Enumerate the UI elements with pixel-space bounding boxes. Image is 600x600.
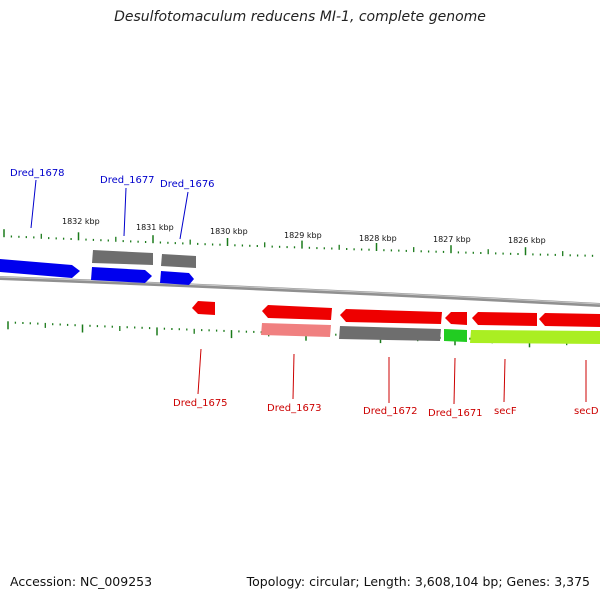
- secf-secd-homolog: [470, 330, 600, 344]
- genome-backbone: [0, 276, 600, 307]
- label-dred-1671: Dred_1671: [428, 408, 483, 419]
- gene-dred-1677[interactable]: [91, 267, 152, 283]
- gene-dred-1673[interactable]: [262, 305, 332, 320]
- gene-dred-1673-homolog: [261, 323, 331, 337]
- label-secd: secD: [574, 406, 599, 417]
- scale-labels: 1832 kbp 1831 kbp 1830 kbp 1829 kbp 1828…: [62, 217, 546, 245]
- upper-tick-row: [3, 229, 594, 257]
- label-dred-1677: Dred_1677: [100, 175, 155, 186]
- gene-secd[interactable]: [539, 313, 600, 327]
- scale-label-1830: 1830 kbp: [210, 227, 248, 236]
- gene-dred-1677-homolog: [92, 250, 153, 265]
- scale-label-1831: 1831 kbp: [136, 223, 174, 232]
- label-dred-1672: Dred_1672: [363, 406, 418, 417]
- scale-label-1832: 1832 kbp: [62, 217, 100, 226]
- gene-dred-1671-homolog: [444, 329, 467, 342]
- gene-dred-1672[interactable]: [340, 309, 442, 324]
- top-strand-genes: [0, 250, 196, 285]
- scale-label-1826: 1826 kbp: [508, 236, 546, 245]
- gene-dred-1672-homolog: [339, 326, 441, 341]
- scale-label-1827: 1827 kbp: [433, 235, 471, 244]
- scale-label-1828: 1828 kbp: [359, 234, 397, 243]
- accession-text: Accession: NC_009253: [10, 574, 153, 589]
- label-dred-1675: Dred_1675: [173, 398, 228, 409]
- gene-secf[interactable]: [472, 312, 537, 326]
- bottom-strand-genes: [192, 301, 600, 344]
- gene-dred-1676-homolog: [161, 254, 196, 268]
- label-dred-1678: Dred_1678: [10, 168, 65, 179]
- gene-dred-1678[interactable]: [0, 259, 80, 278]
- bottom-gene-labels: Dred_1675 Dred_1673 Dred_1672 Dred_1671 …: [173, 348, 599, 419]
- gene-dred-1675[interactable]: [192, 301, 215, 315]
- gene-dred-1671[interactable]: [445, 312, 467, 325]
- label-dred-1676: Dred_1676: [160, 179, 215, 190]
- label-dred-1673: Dred_1673: [267, 403, 322, 414]
- gene-dred-1676[interactable]: [160, 271, 194, 285]
- page-title: Desulfotomaculum reducens MI-1, complete…: [114, 9, 486, 25]
- label-secf: secF: [494, 406, 517, 417]
- top-gene-labels: Dred_1678 Dred_1677 Dred_1676: [10, 168, 215, 240]
- topology-text: Topology: circular; Length: 3,608,104 bp…: [246, 574, 590, 589]
- scale-label-1829: 1829 kbp: [284, 231, 322, 240]
